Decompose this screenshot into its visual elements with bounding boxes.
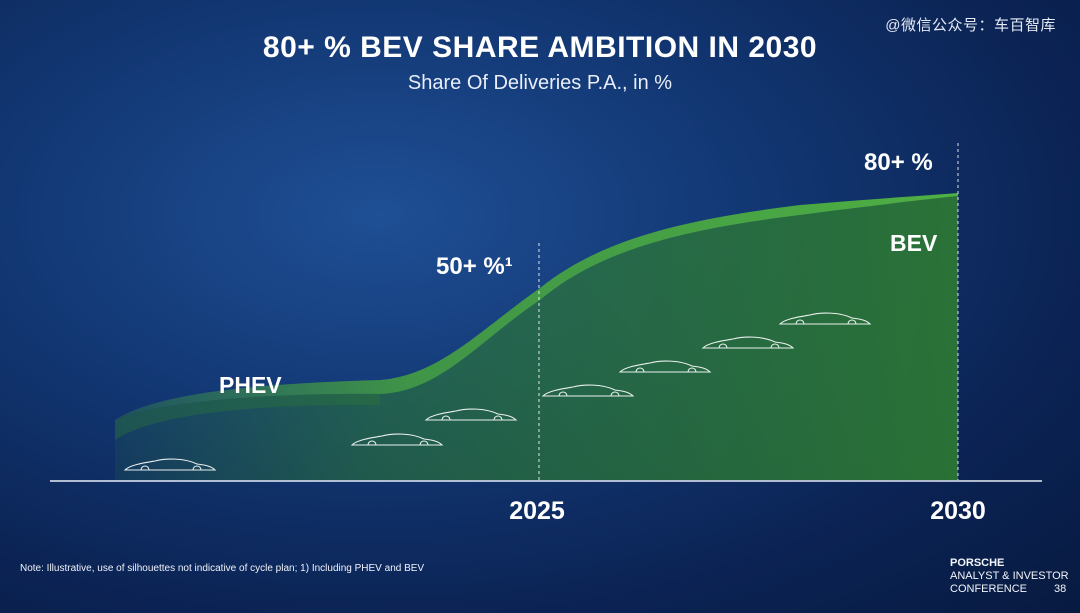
x-tick-2030: 2030 xyxy=(930,497,986,525)
watermark: @微信公众号：车百智库 xyxy=(885,17,1056,34)
car-silhouette-icon xyxy=(618,360,712,373)
car-silhouettes xyxy=(123,312,872,471)
car-silhouette-icon xyxy=(778,312,872,325)
series-label-bev: BEV xyxy=(890,230,938,256)
car-silhouette-icon xyxy=(123,458,217,471)
x-tick-2025: 2025 xyxy=(509,497,565,525)
annotation-2025: 50+ %¹ xyxy=(436,253,513,280)
brand-name: PORSCHE xyxy=(950,557,1005,569)
annotation-2030: 80+ % xyxy=(864,149,933,176)
car-silhouette-icon xyxy=(424,408,518,421)
phev-band-lower xyxy=(115,393,380,440)
brand-line-3: CONFERENCE xyxy=(950,583,1028,595)
series-label-phev: PHEV xyxy=(219,372,282,398)
car-silhouette-icon xyxy=(541,384,635,397)
page-number: 38 xyxy=(1054,583,1067,595)
car-silhouette-icon xyxy=(350,433,444,446)
bev-area xyxy=(115,196,958,480)
brand-block: PORSCHE ANALYST & INVESTOR CONFERENCE xyxy=(950,557,1069,596)
brand-line-2: ANALYST & INVESTOR xyxy=(950,570,1069,582)
footnote: Note: Illustrative, use of silhouettes n… xyxy=(20,563,425,574)
chart-subtitle: Share Of Deliveries P.A., in % xyxy=(407,72,673,94)
phev-band xyxy=(115,193,958,420)
chart-title: 80+ % BEV SHARE AMBITION IN 2030 xyxy=(262,31,818,64)
car-silhouette-icon xyxy=(701,336,795,349)
